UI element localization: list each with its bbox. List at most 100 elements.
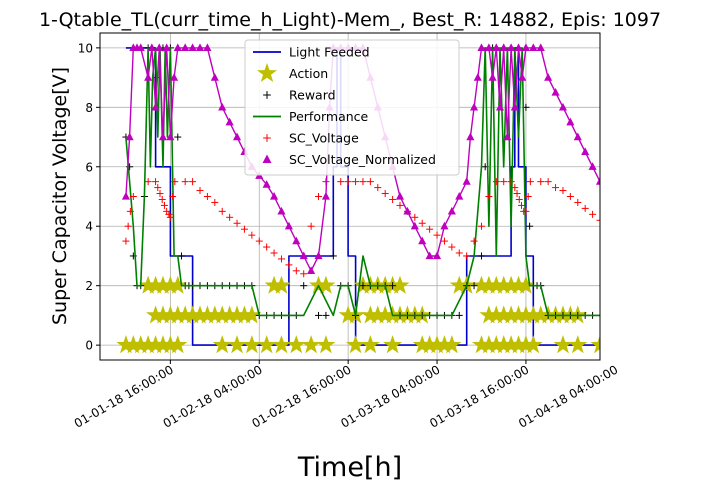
data-point <box>123 335 143 354</box>
data-point <box>152 178 160 186</box>
data-point <box>344 178 352 186</box>
data-point <box>181 43 190 52</box>
data-point <box>315 193 323 200</box>
data-point <box>383 335 403 354</box>
data-point <box>551 87 560 96</box>
data-point <box>147 43 156 52</box>
data-point <box>633 251 641 259</box>
data-point <box>566 193 574 200</box>
data-point <box>447 206 456 215</box>
data-point <box>440 237 448 245</box>
legend-item-reward: Reward <box>263 88 336 103</box>
data-point <box>160 275 180 294</box>
data-point <box>227 335 247 354</box>
data-point <box>218 207 226 215</box>
data-point <box>316 275 336 294</box>
data-point <box>463 252 471 260</box>
data-point <box>122 237 130 245</box>
data-point <box>466 132 475 141</box>
series-sc-voltage <box>122 178 600 278</box>
data-point <box>589 210 597 218</box>
data-point <box>455 192 464 200</box>
data-point <box>410 221 419 230</box>
data-point <box>432 251 442 260</box>
data-point <box>477 43 486 52</box>
data-point <box>292 267 300 275</box>
data-point <box>595 177 600 185</box>
data-point <box>277 255 285 263</box>
data-point <box>501 275 521 294</box>
legend-label: SC_Voltage <box>289 131 359 146</box>
data-point <box>418 236 427 245</box>
legend-item-performance: Performance <box>253 109 369 124</box>
data-point <box>299 251 308 260</box>
data-point <box>177 252 185 260</box>
data-point <box>188 43 197 52</box>
data-point <box>292 236 301 245</box>
legend: Light Feeded Action Reward Performance SC_Vo… <box>244 39 460 176</box>
data-point <box>522 207 530 215</box>
chart-title: 1-Qtable_TL(curr_time_h_Light)-Mem_, Bes… <box>39 9 661 31</box>
legend-label: Light Feeded <box>289 45 370 60</box>
series-layer <box>116 43 641 354</box>
data-point <box>434 335 454 354</box>
legend-item-sc-voltage-normalized: SC_Voltage_Normalized <box>262 152 436 167</box>
data-point <box>212 335 232 354</box>
data-point <box>552 184 560 192</box>
data-point <box>170 73 179 81</box>
data-point <box>516 275 536 294</box>
data-point <box>374 184 382 192</box>
data-point <box>136 43 145 52</box>
legend-item-light-feeded: Light Feeded <box>253 45 370 60</box>
data-point <box>411 213 419 221</box>
data-point <box>412 335 432 354</box>
data-point <box>227 305 247 324</box>
data-point <box>553 335 573 354</box>
data-point <box>470 282 478 290</box>
data-point <box>360 335 380 354</box>
legend-swatch <box>263 134 271 142</box>
data-point <box>307 266 316 274</box>
data-point <box>531 305 551 324</box>
data-point <box>116 335 136 354</box>
y-tick-label: 10 <box>78 41 93 55</box>
legend-item-action: Action <box>257 63 328 82</box>
data-point <box>462 177 471 185</box>
y-axis-title: Super Capacitor Voltage[V] <box>49 67 71 325</box>
data-point <box>359 178 367 186</box>
x-tick-label: 01-02-18 16:00:00 <box>249 362 353 430</box>
data-point <box>366 178 374 186</box>
data-point <box>146 335 166 354</box>
data-point <box>516 305 536 324</box>
data-point <box>473 73 482 81</box>
data-point <box>346 335 366 354</box>
data-point <box>488 73 497 81</box>
data-point <box>158 132 168 141</box>
data-point <box>517 201 525 209</box>
data-point <box>558 102 568 111</box>
data-point <box>196 187 204 195</box>
data-point <box>492 43 501 52</box>
data-point <box>190 305 210 324</box>
data-point <box>634 312 641 319</box>
data-point <box>477 252 485 260</box>
data-point <box>197 305 217 324</box>
data-point <box>195 43 205 52</box>
data-point <box>210 73 219 81</box>
legend-item-sc-voltage: SC_Voltage <box>263 131 359 146</box>
data-point <box>131 335 151 354</box>
data-point <box>588 162 597 170</box>
data-point <box>389 195 397 203</box>
data-point <box>257 335 277 354</box>
data-point <box>138 275 158 294</box>
data-point <box>501 305 521 324</box>
data-point <box>537 178 545 186</box>
data-point <box>225 117 234 126</box>
data-point <box>495 102 505 111</box>
data-point <box>337 178 345 186</box>
data-point <box>389 282 397 290</box>
data-point <box>611 207 619 215</box>
plot-frame <box>99 32 601 361</box>
